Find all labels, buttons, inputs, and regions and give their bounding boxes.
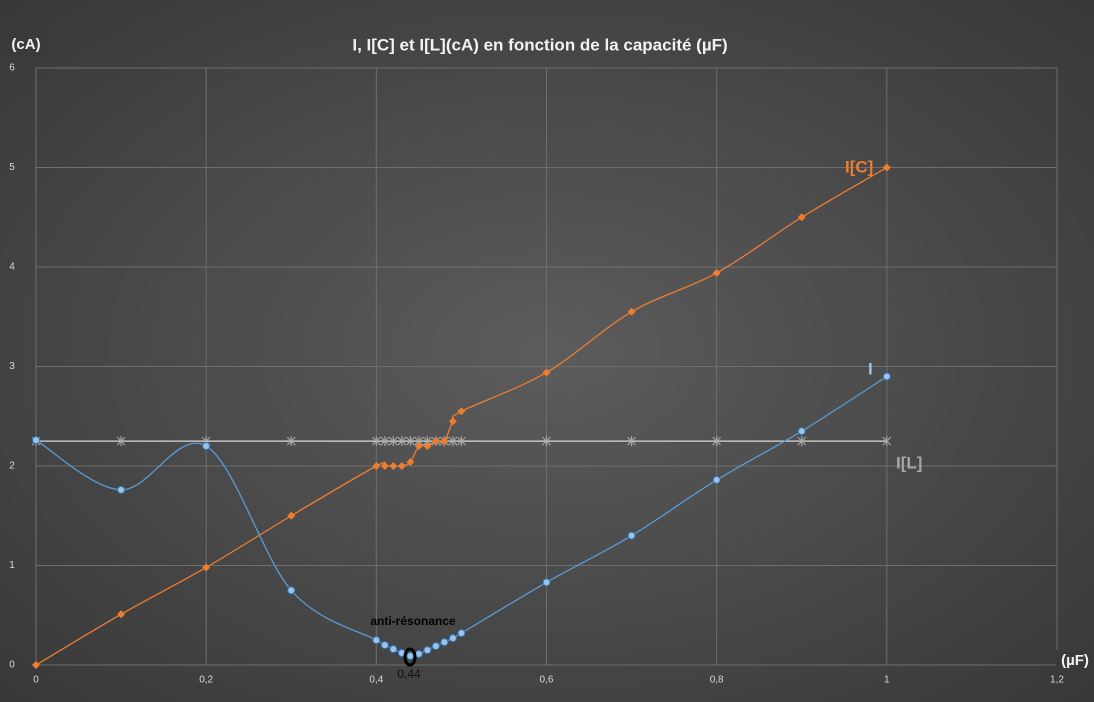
series-label: I — [868, 359, 873, 378]
marker — [448, 436, 458, 447]
marker — [287, 511, 296, 520]
marker — [32, 661, 40, 669]
marker — [542, 436, 551, 447]
marker — [712, 475, 721, 484]
marker — [797, 436, 807, 447]
y-tick-label: 5 — [9, 162, 15, 173]
marker — [542, 578, 551, 587]
annotation-circle — [403, 647, 417, 667]
marker — [32, 436, 40, 445]
marker — [414, 442, 423, 451]
x-tick-label: 0,4 — [369, 675, 383, 686]
marker — [286, 436, 296, 447]
marker — [431, 437, 440, 446]
marker — [882, 163, 891, 172]
marker — [202, 442, 211, 451]
marker — [287, 586, 296, 595]
marker — [431, 642, 440, 651]
marker — [202, 563, 211, 572]
y-tick-label: 1 — [9, 560, 15, 571]
marker — [388, 436, 398, 447]
marker — [797, 427, 806, 436]
marker — [448, 417, 457, 426]
marker — [797, 213, 806, 222]
marker — [882, 372, 891, 381]
marker — [882, 436, 892, 447]
marker — [440, 437, 449, 446]
y-tick-label: 0 — [9, 660, 15, 671]
x-tick-label: 0,2 — [199, 675, 213, 686]
x-tick-label: 0,6 — [540, 675, 554, 686]
marker — [389, 645, 398, 654]
marker — [397, 436, 407, 447]
marker — [448, 634, 457, 643]
marker — [457, 629, 466, 638]
marker — [117, 610, 126, 619]
grid — [35, 67, 1058, 666]
y-tick-label: 2 — [9, 461, 15, 472]
marker — [397, 462, 406, 470]
marker — [372, 462, 381, 470]
y-tick-label: 3 — [9, 361, 15, 372]
marker — [380, 641, 389, 650]
marker — [117, 485, 126, 494]
y-tick-label: 4 — [9, 262, 15, 273]
chart-title: I, I[C] et I[L](cA) en fonction de la ca… — [352, 35, 727, 54]
annotation: 0,44 — [397, 667, 421, 681]
marker — [371, 436, 381, 447]
y-tick-label: 6 — [9, 63, 15, 74]
marker — [372, 636, 381, 645]
marker — [627, 531, 636, 540]
marker — [116, 436, 126, 447]
y-label-box — [4, 34, 48, 56]
annotation: anti-résonance — [370, 614, 456, 628]
marker — [423, 442, 432, 451]
marker — [423, 646, 432, 655]
marker — [712, 436, 722, 447]
x-tick-label: 0,8 — [710, 675, 724, 686]
marker — [457, 407, 466, 416]
x-tick-label: 0 — [33, 675, 39, 686]
marker — [542, 368, 551, 377]
marker — [456, 436, 466, 447]
marker — [627, 436, 637, 447]
marker — [389, 462, 398, 470]
marker — [440, 638, 449, 647]
plot — [31, 163, 892, 669]
marker — [627, 307, 636, 316]
marker — [380, 436, 390, 447]
marker — [406, 652, 415, 661]
x-axis-label: (µF) — [1061, 652, 1089, 669]
series-label: I[C] — [845, 157, 873, 176]
series-label: I[L] — [896, 453, 922, 472]
marker — [406, 458, 415, 467]
marker — [712, 268, 721, 277]
marker — [380, 462, 389, 470]
x-tick-label: 1 — [884, 675, 890, 686]
y-axis-label: (cA) — [11, 36, 40, 53]
x-label-box — [1056, 650, 1094, 672]
x-tick-label: 1,2 — [1050, 675, 1064, 686]
marker — [405, 436, 415, 447]
